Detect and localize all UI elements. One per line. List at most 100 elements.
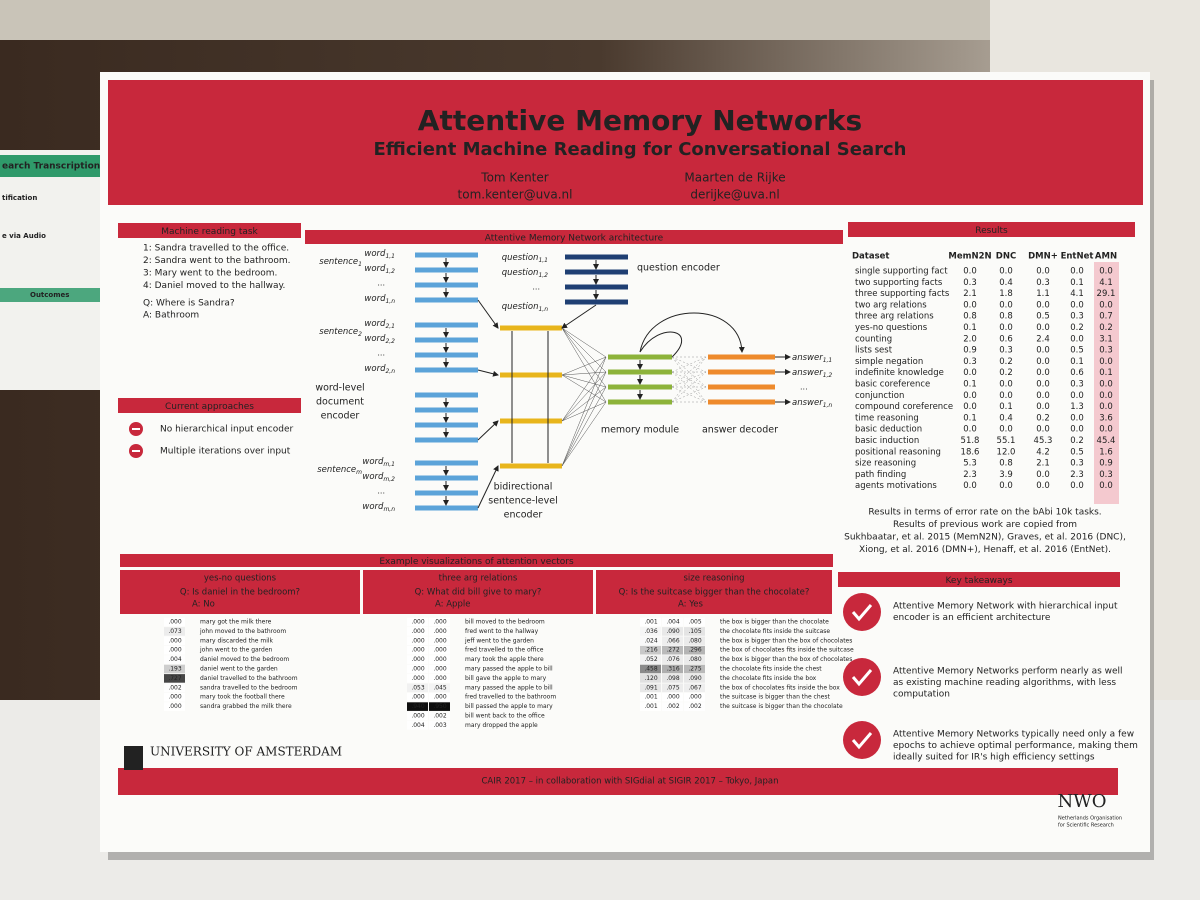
- example-question: Q: Is the suitcase bigger than the choco…: [619, 588, 810, 598]
- sentence-label: sentencem: [317, 465, 362, 476]
- word-encoder-cell: [415, 282, 478, 288]
- example-sentence: the box of chocolates fits inside the su…: [720, 647, 854, 654]
- word-label: wordm,2: [362, 472, 395, 483]
- word-encoder-cell: [415, 422, 478, 428]
- table-cell: 0.0: [1036, 481, 1050, 491]
- word-encoder-cell: [415, 475, 478, 481]
- section-title: Results: [975, 226, 1008, 236]
- arrow: [477, 299, 499, 329]
- weight-cell: [429, 683, 450, 693]
- table-cell: 1.1: [1036, 289, 1050, 299]
- weight: .120: [644, 675, 658, 682]
- arrow: [477, 420, 499, 441]
- takeaway-line: computation: [893, 690, 950, 700]
- weight: .090: [688, 675, 702, 682]
- table-cell: 0.0: [999, 425, 1013, 435]
- decoder-cell: [708, 354, 775, 360]
- weight: .004: [168, 656, 182, 663]
- weight-cell: [407, 702, 428, 711]
- table-row-label: single supporting fact: [855, 267, 948, 277]
- table-cell: 0.3: [999, 346, 1013, 356]
- table-cell: 0.6: [999, 334, 1013, 344]
- example-sentence: sandra grabbed the milk there: [200, 703, 292, 710]
- example-title: three arg relations: [439, 574, 518, 584]
- table-cell: 0.0: [963, 425, 977, 435]
- title: Attentive Memory Networks: [418, 104, 862, 137]
- takeaway-line: Attentive Memory Network with hierarchic…: [893, 602, 1118, 612]
- check-icon: [843, 593, 881, 631]
- weight: .316: [666, 666, 680, 673]
- word-label-base: word: [364, 264, 386, 274]
- weight: .000: [411, 694, 425, 701]
- table-header: Dataset: [852, 252, 889, 262]
- check-icon: [843, 658, 881, 696]
- question-encoder-cell: [565, 299, 628, 305]
- table-cell: 0.6: [1070, 368, 1084, 378]
- word-encoder-cell: [415, 352, 478, 358]
- weight-cell: [684, 645, 705, 655]
- section-title: Example visualizations of attention vect…: [379, 557, 574, 567]
- sentence-encoder-cell: [500, 372, 562, 378]
- table-cell: 0.3: [1099, 470, 1113, 480]
- example-sentence: mary dropped the apple: [465, 722, 538, 729]
- table-header: MemN2N: [948, 252, 991, 262]
- table-cell: 0.0: [963, 391, 977, 401]
- answer-label: answer1,2: [792, 368, 832, 379]
- attention-link: [561, 374, 607, 388]
- weight: .066: [666, 637, 680, 644]
- attention-link: [561, 374, 607, 403]
- weight-cell: [164, 655, 185, 664]
- table-row-label: yes-no questions: [855, 323, 928, 333]
- word-label: word1,1: [364, 249, 395, 260]
- arrow: [561, 304, 597, 329]
- example-sentence: bill gave the apple to mary: [465, 675, 547, 682]
- question-encoder-cell: [565, 254, 628, 260]
- table-cell: 0.5: [1036, 312, 1050, 322]
- story-line: 4: Daniel moved to the hallway.: [143, 281, 285, 291]
- weight: .458: [644, 666, 658, 673]
- question-label-base: question: [502, 253, 539, 263]
- table-cell: 4.1: [1070, 289, 1084, 299]
- weight-cell: [662, 636, 683, 646]
- author-email: derijke@uva.nl: [690, 188, 779, 202]
- weight: .000: [411, 637, 425, 644]
- arrow: [477, 465, 499, 509]
- table-cell: 0.0: [1099, 402, 1113, 412]
- word-encoder-cell: [415, 252, 478, 258]
- table-cell: 0.8: [999, 312, 1013, 322]
- answer-label-sub: 1,1: [823, 357, 833, 364]
- example-sentence: bill went back to the office: [465, 713, 545, 720]
- word-label-sub: 1,2: [385, 268, 395, 275]
- word-encoder-cell: [415, 460, 478, 466]
- example-sentence: the chocolate fits inside the box: [720, 675, 817, 682]
- table-row-label: indefinite knowledge: [855, 368, 944, 378]
- story-line: 3: Mary went to the bedroom.: [143, 269, 277, 279]
- weight-cell: [662, 617, 683, 627]
- word-label: word2,n: [364, 364, 395, 375]
- subtitle: Efficient Machine Reading for Conversati…: [374, 139, 907, 160]
- weight-cell: [684, 674, 705, 683]
- sentence-label-base: sentence: [319, 257, 358, 267]
- conference: CAIR 2017 – in collaboration with SIGdia…: [482, 777, 779, 787]
- table-cell: 0.0: [1036, 470, 1050, 480]
- example-sentence: bill passed the apple to mary: [465, 703, 553, 710]
- weight: .193: [168, 666, 182, 673]
- approach-item: Multiple iterations over input: [160, 447, 291, 457]
- table-cell: 45.4: [1097, 436, 1116, 446]
- table-cell: 2.3: [1070, 470, 1084, 480]
- results-caption: Results of previous work are copied from: [893, 520, 1077, 530]
- example-sentence: the chocolate fits inside the chest: [720, 666, 822, 673]
- table-cell: 0.0: [999, 391, 1013, 401]
- weight: .053: [411, 684, 425, 691]
- weight: .000: [411, 713, 425, 720]
- background-poster-title: earch Transcription Pro: [2, 162, 121, 172]
- weight: .000: [433, 647, 447, 654]
- word-label-base: word: [364, 319, 386, 329]
- table-cell: 0.5: [1070, 447, 1084, 457]
- weight: .000: [688, 694, 702, 701]
- table-cell: 0.0: [1099, 267, 1113, 277]
- sentence-label-base: sentence: [317, 465, 356, 475]
- weight: .727: [168, 675, 182, 682]
- weight: .098: [666, 675, 680, 682]
- attention-link: [561, 327, 607, 388]
